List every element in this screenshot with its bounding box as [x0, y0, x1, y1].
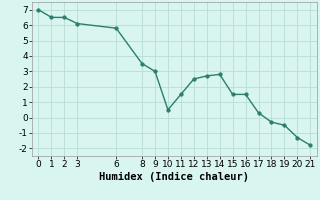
- X-axis label: Humidex (Indice chaleur): Humidex (Indice chaleur): [100, 172, 249, 182]
